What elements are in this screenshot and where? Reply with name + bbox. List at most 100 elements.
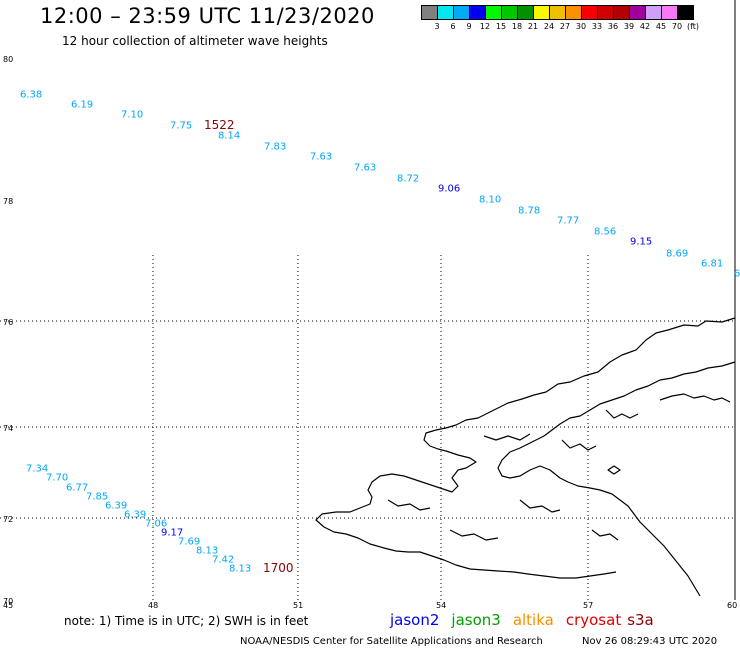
lat-tick-label: 76	[3, 318, 14, 327]
scale-label: 70	[671, 22, 683, 31]
scale-swatch	[469, 5, 486, 20]
coast-inlet-h	[591, 529, 619, 541]
pass-time-label: 1700	[263, 561, 294, 575]
scale-label: 42	[639, 22, 651, 31]
coast-inlet-a	[659, 393, 731, 403]
wave-height-label: 8.14	[218, 130, 241, 142]
scale-label: 18	[511, 22, 523, 31]
wave-height-label: 7.63	[310, 151, 333, 163]
wave-height-label: 8.72	[397, 173, 420, 185]
scale-label: (ft)	[686, 22, 700, 31]
lon-tick-label: 51	[293, 601, 304, 610]
lon-tick-label: 54	[436, 601, 447, 610]
scale-label: 30	[575, 22, 587, 31]
scale-swatch	[549, 5, 566, 20]
wave-height-label: 6	[734, 268, 740, 280]
scale-swatch	[597, 5, 614, 20]
novaya-zemlya-coastline	[315, 317, 736, 597]
wave-height-label: 6.19	[71, 99, 94, 111]
scale-label: 36	[607, 22, 619, 31]
lon-tick-label: 60	[727, 601, 738, 610]
scale-swatch	[533, 5, 550, 20]
scale-swatch	[581, 5, 598, 20]
wave-height-label: 8.13	[196, 545, 219, 557]
wave-height-label: 9.15	[630, 236, 653, 248]
lat-tick-label: 78	[3, 197, 14, 206]
wave-height-label: 8.13	[229, 563, 252, 575]
scale-label: 15	[495, 22, 507, 31]
lon-tick-label: 45	[3, 601, 14, 610]
scale-swatch	[677, 5, 694, 20]
strait-north-shore	[497, 361, 736, 597]
page-title: 12:00 – 23:59 UTC 11/23/2020	[40, 4, 375, 28]
north-island-coast	[315, 317, 736, 579]
scale-label: 21	[527, 22, 539, 31]
lat-tick-label: 72	[3, 515, 14, 524]
scale-label: 3	[434, 22, 440, 31]
scale-swatch	[661, 5, 678, 20]
coast-islet	[607, 465, 621, 475]
coast-inlet-g	[519, 499, 561, 513]
satellite-cryosat: cryosat	[565, 611, 622, 629]
scale-swatch	[645, 5, 662, 20]
scale-swatch	[485, 5, 502, 20]
wave-height-label: 6.39	[105, 500, 128, 512]
scale-label: 39	[623, 22, 635, 31]
scale-swatch	[421, 5, 438, 20]
wave-height-label: 7.42	[212, 554, 235, 566]
coast-inlet-b	[605, 409, 639, 419]
scale-swatch	[453, 5, 470, 20]
satellite-altika: altika	[512, 611, 554, 629]
satellite-jason2: jason2	[390, 611, 440, 629]
footer-note: note: 1) Time is in UTC; 2) SWH is in fe…	[64, 614, 309, 628]
scale-label: 9	[466, 22, 472, 31]
satellite-legend: jason2 jason3 altika cryosat s3a	[390, 611, 666, 629]
lat-tick-label: 80	[3, 55, 14, 64]
wave-height-label: 9.17	[161, 527, 184, 539]
satellite-s3a: s3a	[627, 611, 654, 629]
page-subtitle: 12 hour collection of altimeter wave hei…	[62, 34, 328, 48]
wave-height-label: 7.75	[170, 120, 193, 132]
wave-height-label: 6.39	[124, 509, 147, 521]
wave-height-label: 7.63	[354, 162, 377, 174]
scale-swatch	[613, 5, 630, 20]
wave-height-label: 7.77	[557, 215, 580, 227]
coast-inlet-f	[449, 529, 499, 541]
wave-height-label: 7.83	[264, 141, 287, 153]
coast-inlet-e	[387, 499, 431, 511]
wave-height-label: 6.81	[701, 258, 724, 270]
scale-label: 33	[591, 22, 603, 31]
color-scale-labels: 3 6 9 12 15 18 21 24 27 30 33 36 39 42 45 70 (ft)	[421, 22, 740, 34]
wave-height-label: 8.56	[594, 226, 617, 238]
pass-time-label: 1522	[204, 118, 235, 132]
coast-inlet-c	[483, 433, 531, 441]
satellite-jason3: jason3	[451, 611, 501, 629]
wave-height-label: 9.06	[438, 183, 461, 195]
wave-height-label: 7.06	[145, 518, 168, 530]
lat-tick-label: 74	[3, 424, 14, 433]
wave-height-label: 7.34	[26, 463, 49, 475]
wave-height-label: 6.77	[66, 482, 89, 494]
wave-height-label: 6.38	[20, 89, 43, 101]
scale-swatch	[501, 5, 518, 20]
scale-label: 6	[450, 22, 456, 31]
wave-height-label: 8.10	[479, 194, 502, 206]
lon-tick-label: 48	[148, 601, 159, 610]
scale-swatch	[517, 5, 534, 20]
credit-text: NOAA/NESDIS Center for Satellite Applica…	[240, 636, 543, 647]
wave-height-label: 8.69	[666, 248, 689, 260]
scale-label: 45	[655, 22, 667, 31]
lon-tick-label: 57	[583, 601, 594, 610]
credit-timestamp: Nov 26 08:29:43 UTC 2020	[582, 636, 718, 647]
wave-height-label: 7.10	[121, 109, 144, 121]
scale-label: 24	[543, 22, 555, 31]
wave-height-label: 7.85	[86, 491, 109, 503]
scale-swatch	[565, 5, 582, 20]
scale-label: 12	[479, 22, 491, 31]
map-grid	[0, 255, 735, 600]
coast-inlet-d	[561, 439, 597, 451]
wave-height-label: 7.70	[46, 472, 69, 484]
scale-swatch	[629, 5, 646, 20]
scale-label: 27	[559, 22, 571, 31]
